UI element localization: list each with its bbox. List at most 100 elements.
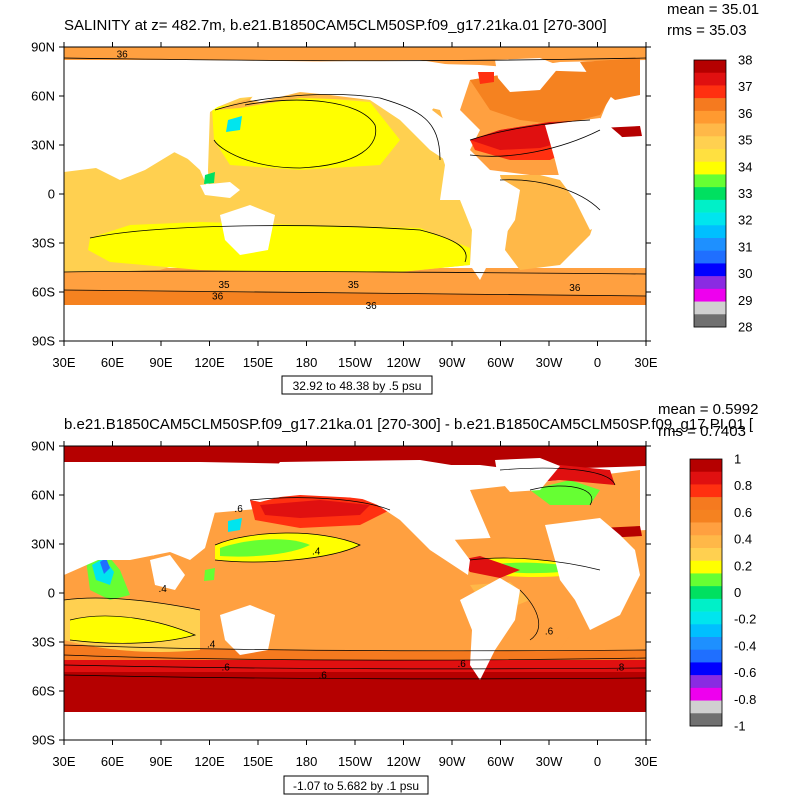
lat-tick-label: 90N <box>31 40 55 55</box>
rms-stat: rms = 35.03 <box>667 22 747 39</box>
colorbar-swatch <box>694 60 726 74</box>
lon-tick-label: 120W <box>387 754 422 769</box>
lat-tick-label: 30S <box>32 635 55 650</box>
lon-tick-label: 60W <box>487 754 514 769</box>
colorbar-swatch <box>690 471 722 485</box>
lat-tick-label: 60N <box>31 488 55 503</box>
colorbar-swatch <box>690 611 722 625</box>
colorbar-label: 34 <box>738 159 752 174</box>
lon-tick-label: 30W <box>536 754 563 769</box>
lon-tick-label: 90E <box>149 355 172 370</box>
colorbar: 1 0.8 0.6 0.4 0.2 0 -0.2 -0.4 -0.6 -0.8 -1 <box>689 452 756 734</box>
panel-title: b.e21.B1850CAM5CLM50SP.f09_g17.21ka.01 [… <box>64 416 754 433</box>
colorbar-swatch <box>690 624 722 638</box>
latitude-axis: 90N 60N 30N 0 30S 60S 90S <box>31 439 651 748</box>
colorbar-swatch <box>694 85 726 99</box>
colorbar-swatch <box>694 301 726 315</box>
colorbar-swatch <box>690 586 722 600</box>
longitude-axis: 30E 60E 90E 120E 150E 180 150W 120W 90W 60W 30W 0 30… <box>52 441 658 769</box>
colorbar: 38 37 36 35 34 33 32 31 30 29 28 <box>693 53 752 335</box>
lon-tick-label: 60W <box>487 355 514 370</box>
latitude-axis: 90N 60N 30N 0 30S 60S 90S <box>31 40 651 349</box>
colorbar-swatch <box>694 72 726 86</box>
colorbar-swatch <box>690 675 722 689</box>
colorbar-swatch <box>694 136 726 150</box>
lat-tick-label: 0 <box>48 187 55 202</box>
lon-tick-label: 30E <box>52 355 75 370</box>
contour-info-text: -1.07 to 5.682 by .1 psu <box>293 779 419 793</box>
salinity-map-panel: SALINITY at z= 482.7m, b.e21.B1850CAM5CL… <box>31 1 759 395</box>
colorbar-frame <box>693 59 727 328</box>
colorbar-swatch <box>694 174 726 188</box>
colorbar-swatch <box>690 484 722 498</box>
colorbar-swatch <box>690 560 722 574</box>
colorbar-label: -0.8 <box>734 692 756 707</box>
contour-label: .4 <box>207 640 216 651</box>
contour-label: 36 <box>569 283 581 294</box>
lat-tick-label: 30N <box>31 138 55 153</box>
lon-tick-label: 30E <box>52 754 75 769</box>
contour-label: 36 <box>117 50 129 61</box>
colorbar-swatch <box>694 225 726 239</box>
lon-tick-label: 150E <box>243 355 274 370</box>
colorbar-label: 0.8 <box>734 478 752 493</box>
colorbar-swatch <box>694 187 726 201</box>
lat-tick-label: 60S <box>32 285 55 300</box>
colorbar-swatch <box>694 238 726 252</box>
lat-tick-label: 60N <box>31 89 55 104</box>
colorbar-swatch <box>690 509 722 523</box>
colorbar-label: 33 <box>738 186 752 201</box>
lon-tick-label: 180 <box>296 754 318 769</box>
map-field: .4 .4 .4 .6 .6 .6 .6 .6 .8 <box>64 446 646 740</box>
colorbar-swatch <box>690 535 722 549</box>
salinity-anomaly-panel: b.e21.B1850CAM5CLM50SP.f09_g17.21ka.01 [… <box>31 401 759 795</box>
contour-label: 36 <box>212 291 224 302</box>
colorbar-swatch <box>694 110 726 124</box>
lon-tick-label: 30E <box>634 355 657 370</box>
colorbar-swatch <box>694 98 726 112</box>
lon-tick-label: 90E <box>149 754 172 769</box>
colorbar-swatch <box>690 713 722 727</box>
colorbar-label: -1 <box>734 719 746 734</box>
colorbar-swatch <box>694 123 726 137</box>
lon-tick-label: 150W <box>338 355 373 370</box>
lon-tick-label: 120E <box>194 754 225 769</box>
contour-label: .6 <box>234 504 243 515</box>
contour-label: .4 <box>158 584 167 595</box>
contour-label: .6 <box>318 671 327 682</box>
colorbar-swatch <box>690 687 722 701</box>
colorbar-swatch <box>690 649 722 663</box>
panel-title: SALINITY at z= 482.7m, b.e21.B1850CAM5CL… <box>64 17 607 34</box>
colorbar-swatch <box>694 250 726 264</box>
colorbar-label: -0.6 <box>734 665 756 680</box>
colorbar-swatch <box>694 212 726 226</box>
contour-info-text: 32.92 to 48.38 by .5 psu <box>293 379 422 393</box>
colorbar-label: 29 <box>738 293 752 308</box>
lon-tick-label: 120E <box>194 355 225 370</box>
lon-tick-label: 90W <box>439 754 466 769</box>
colorbar-label: 28 <box>738 320 752 335</box>
contour-label: .6 <box>545 627 554 638</box>
lon-tick-label: 120W <box>387 355 422 370</box>
colorbar-label: 35 <box>738 133 752 148</box>
lat-tick-label: 90S <box>32 334 55 349</box>
colorbar-label: 30 <box>738 266 752 281</box>
lat-tick-label: 90N <box>31 439 55 454</box>
lon-tick-label: 0 <box>594 754 601 769</box>
colorbar-label: 0.2 <box>734 558 752 573</box>
colorbar-label: -0.2 <box>734 612 756 627</box>
colorbar-label: 1 <box>734 452 741 467</box>
contour-label: .8 <box>616 663 625 674</box>
colorbar-swatch <box>694 314 726 328</box>
colorbar-swatch <box>694 288 726 302</box>
colorbar-swatch <box>694 161 726 175</box>
lat-tick-label: 30N <box>31 537 55 552</box>
contour-label: 35 <box>218 280 230 291</box>
colorbar-label: 37 <box>738 79 752 94</box>
rms-stat: rms = 0.7403 <box>658 423 746 440</box>
lat-tick-label: 0 <box>48 586 55 601</box>
contour-info-box <box>283 775 429 795</box>
colorbar-swatch <box>690 598 722 612</box>
lon-tick-label: 150W <box>338 754 373 769</box>
